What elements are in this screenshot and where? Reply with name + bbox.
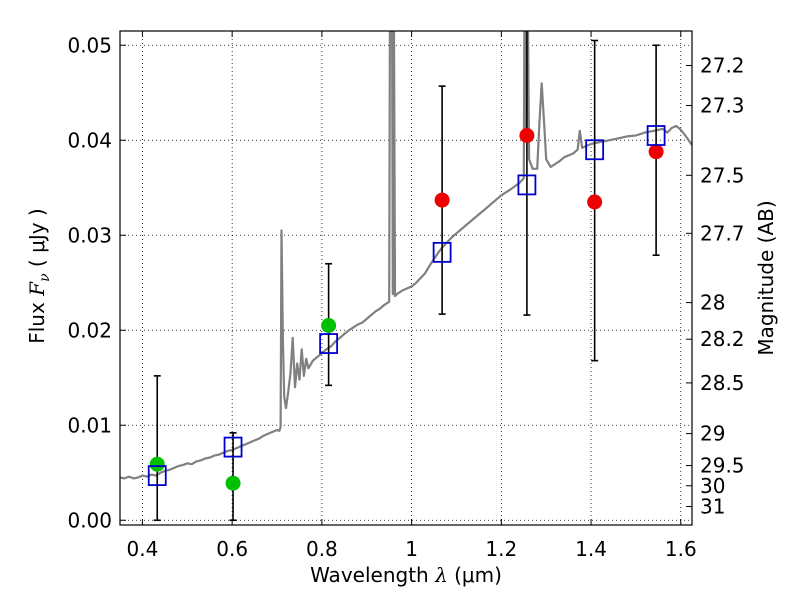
observed-flux-point — [225, 475, 241, 491]
magnitude-tick-label: 30 — [700, 474, 725, 498]
y-axis-label-unit: μJy — [25, 222, 49, 253]
magnitude-tick-label: 28.5 — [700, 371, 745, 395]
x-axis-label: Wavelength λ (μm) — [310, 563, 502, 587]
plot-frame — [119, 30, 693, 526]
magnitude-tick-label: 27.2 — [700, 54, 745, 78]
x-tick-label: 1 — [405, 537, 418, 561]
y-axis-label: Flux Fν ( μJy ) — [25, 208, 53, 344]
magnitude-tick-label: 27.3 — [700, 94, 745, 118]
y-tick-label: 0.00 — [67, 508, 112, 532]
magnitude-axis-label: Magnitude (AB) — [754, 200, 778, 355]
x-tick-label: 1.2 — [485, 537, 517, 561]
observed-flux-point — [519, 128, 535, 143]
y-tick-label: 0.01 — [67, 413, 112, 437]
observed-flux-point — [434, 192, 450, 208]
y-tick-label: 0.02 — [67, 318, 112, 342]
magnitude-tick-label: 29.5 — [700, 454, 745, 478]
x-axis-label-symbol: λ — [434, 563, 448, 587]
model-spectrum-line — [120, 31, 692, 480]
y-axis-label-open: ( — [25, 253, 49, 274]
x-tick-label: 1.6 — [665, 537, 697, 561]
model-photometry-point — [585, 139, 605, 161]
observed-flux-point — [648, 144, 664, 160]
x-tick-label: 1.4 — [575, 537, 607, 561]
plot-area — [120, 31, 692, 522]
magnitude-tick-label: 31 — [700, 495, 725, 519]
y-axis-label-prefix: Flux — [25, 296, 49, 344]
y-axis-label-subscript: ν — [37, 273, 53, 282]
model-photometry-point — [223, 436, 243, 458]
magnitude-tick-label: 28.2 — [700, 327, 745, 351]
y-axis: 0.00 0.01 0.02 0.03 0.04 0.05 — [67, 33, 126, 532]
x-axis-label-unit: (μm) — [448, 563, 502, 587]
y-axis-label-symbol: F — [25, 281, 49, 297]
y-axis-label-close: ) — [25, 208, 49, 222]
y-tick-label: 0.05 — [67, 33, 112, 57]
x-axis-label-prefix: Wavelength — [310, 563, 435, 587]
y-tick-label: 0.03 — [67, 223, 112, 247]
model-photometry-point — [517, 174, 537, 196]
x-tick-label: 0.6 — [216, 537, 248, 561]
magnitude-tick-label: 29 — [700, 422, 725, 446]
x-tick-label: 0.8 — [306, 537, 338, 561]
model-photometry-point — [319, 333, 339, 354]
observed-flux-point — [587, 194, 603, 210]
model-photometry-point — [147, 465, 167, 487]
magnitude-tick-label: 27.5 — [700, 163, 745, 187]
y-tick-label: 0.04 — [67, 128, 112, 152]
magnitude-tick-label: 28 — [700, 291, 725, 315]
x-axis: 0.4 0.6 0.8 1 1.2 1.4 1.6 — [127, 31, 697, 561]
grid-lines — [120, 31, 692, 525]
magnitude-tick-label: 27.7 — [700, 221, 745, 245]
x-tick-label: 0.4 — [127, 537, 159, 561]
observed-flux-point — [321, 318, 337, 333]
model-photometry-point — [646, 125, 666, 146]
model-photometry-point — [432, 241, 452, 263]
observed-flux-point — [149, 456, 165, 472]
